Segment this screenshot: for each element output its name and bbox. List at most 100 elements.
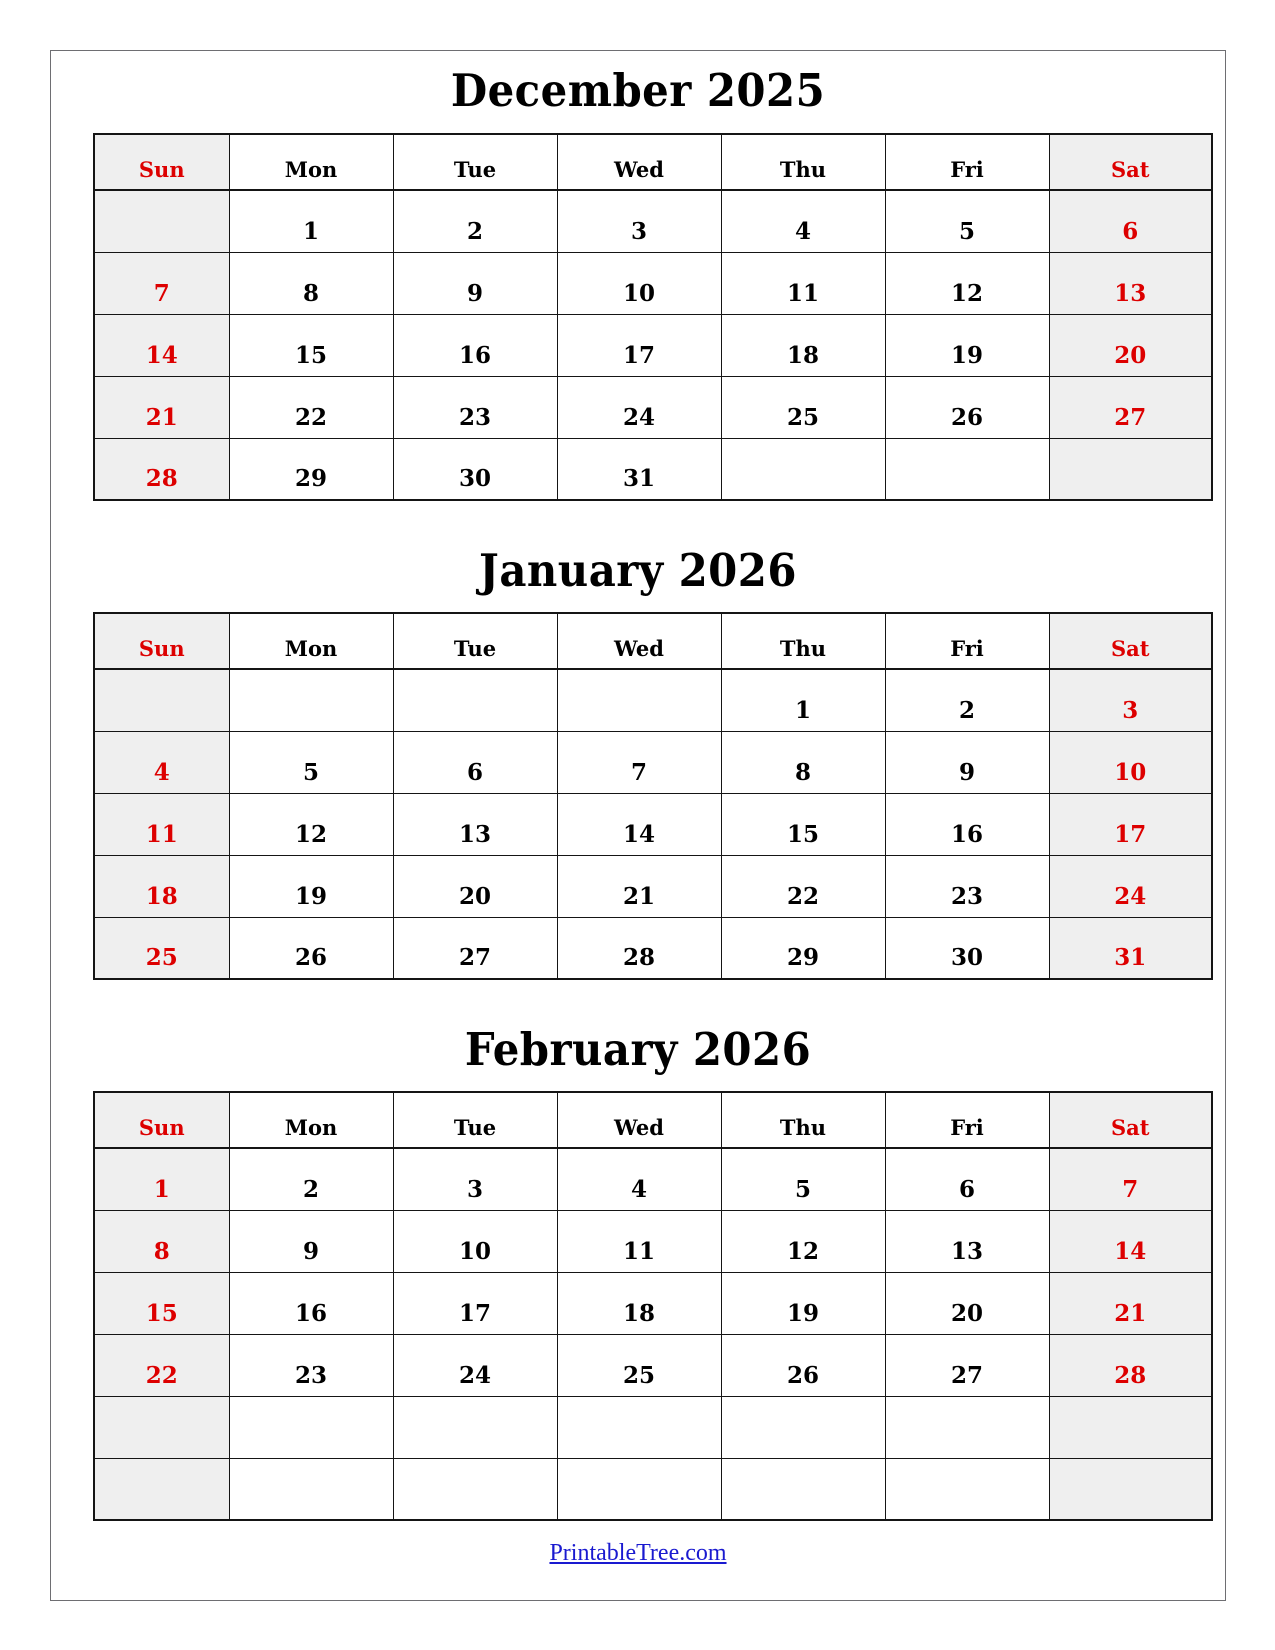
day-cell-mon[interactable]: 5 — [228, 730, 394, 794]
day-cell-sun[interactable]: 11 — [93, 792, 230, 856]
day-cell-tue[interactable]: 16 — [392, 313, 558, 377]
day-cell-mon[interactable]: 23 — [228, 1333, 394, 1397]
day-cell-tue[interactable]: 3 — [392, 1147, 558, 1211]
day-cell-mon[interactable]: 8 — [228, 251, 394, 315]
day-cell-wed[interactable]: 7 — [556, 730, 722, 794]
day-cell-thu[interactable]: 19 — [720, 1271, 886, 1335]
day-cell-sat[interactable] — [1048, 437, 1213, 501]
day-cell-wed[interactable]: 31 — [556, 437, 722, 501]
day-cell-mon[interactable]: 16 — [228, 1271, 394, 1335]
day-cell-tue[interactable]: 27 — [392, 916, 558, 980]
day-cell-wed[interactable]: 4 — [556, 1147, 722, 1211]
day-cell-wed[interactable]: 11 — [556, 1209, 722, 1273]
day-cell-sun[interactable]: 21 — [93, 375, 230, 439]
day-cell-fri[interactable]: 20 — [884, 1271, 1050, 1335]
day-cell-sun[interactable]: 25 — [93, 916, 230, 980]
day-cell-mon[interactable]: 9 — [228, 1209, 394, 1273]
day-cell-fri[interactable]: 12 — [884, 251, 1050, 315]
day-cell-tue[interactable] — [392, 1395, 558, 1459]
day-cell-thu[interactable]: 8 — [720, 730, 886, 794]
day-cell-mon[interactable]: 12 — [228, 792, 394, 856]
day-cell-mon[interactable]: 15 — [228, 313, 394, 377]
day-cell-sun[interactable]: 8 — [93, 1209, 230, 1273]
day-cell-thu[interactable]: 1 — [720, 668, 886, 732]
day-cell-mon[interactable]: 1 — [228, 189, 394, 253]
day-cell-thu[interactable]: 15 — [720, 792, 886, 856]
day-cell-wed[interactable]: 3 — [556, 189, 722, 253]
day-cell-sat[interactable]: 13 — [1048, 251, 1213, 315]
day-cell-fri[interactable] — [884, 1395, 1050, 1459]
day-cell-fri[interactable]: 2 — [884, 668, 1050, 732]
day-cell-tue[interactable]: 10 — [392, 1209, 558, 1273]
day-cell-mon[interactable] — [228, 1395, 394, 1459]
day-cell-sat[interactable] — [1048, 1457, 1213, 1521]
day-cell-sat[interactable]: 24 — [1048, 854, 1213, 918]
day-cell-sat[interactable]: 7 — [1048, 1147, 1213, 1211]
day-cell-sat[interactable]: 10 — [1048, 730, 1213, 794]
day-cell-fri[interactable]: 19 — [884, 313, 1050, 377]
day-cell-thu[interactable]: 11 — [720, 251, 886, 315]
day-cell-tue[interactable] — [392, 1457, 558, 1521]
day-cell-tue[interactable]: 20 — [392, 854, 558, 918]
day-cell-sat[interactable]: 31 — [1048, 916, 1213, 980]
printabletree-link[interactable]: PrintableTree.com — [549, 1540, 727, 1566]
day-cell-mon[interactable] — [228, 1457, 394, 1521]
day-cell-thu[interactable] — [720, 1457, 886, 1521]
day-cell-thu[interactable]: 25 — [720, 375, 886, 439]
day-cell-fri[interactable]: 27 — [884, 1333, 1050, 1397]
day-cell-sun[interactable] — [93, 189, 230, 253]
day-cell-sat[interactable]: 27 — [1048, 375, 1213, 439]
day-cell-thu[interactable]: 22 — [720, 854, 886, 918]
day-cell-wed[interactable]: 17 — [556, 313, 722, 377]
day-cell-thu[interactable]: 12 — [720, 1209, 886, 1273]
day-cell-sun[interactable]: 14 — [93, 313, 230, 377]
day-cell-mon[interactable] — [228, 668, 394, 732]
day-cell-thu[interactable] — [720, 1395, 886, 1459]
day-cell-fri[interactable]: 9 — [884, 730, 1050, 794]
day-cell-mon[interactable]: 29 — [228, 437, 394, 501]
day-cell-sat[interactable]: 3 — [1048, 668, 1213, 732]
day-cell-wed[interactable]: 28 — [556, 916, 722, 980]
day-cell-mon[interactable]: 26 — [228, 916, 394, 980]
day-cell-wed[interactable]: 10 — [556, 251, 722, 315]
day-cell-sat[interactable]: 28 — [1048, 1333, 1213, 1397]
day-cell-fri[interactable]: 23 — [884, 854, 1050, 918]
day-cell-mon[interactable]: 22 — [228, 375, 394, 439]
day-cell-mon[interactable]: 19 — [228, 854, 394, 918]
day-cell-sat[interactable]: 17 — [1048, 792, 1213, 856]
day-cell-sun[interactable]: 18 — [93, 854, 230, 918]
day-cell-fri[interactable]: 5 — [884, 189, 1050, 253]
day-cell-tue[interactable]: 17 — [392, 1271, 558, 1335]
day-cell-tue[interactable]: 2 — [392, 189, 558, 253]
day-cell-sun[interactable]: 22 — [93, 1333, 230, 1397]
day-cell-wed[interactable]: 21 — [556, 854, 722, 918]
day-cell-sat[interactable]: 20 — [1048, 313, 1213, 377]
day-cell-sun[interactable]: 1 — [93, 1147, 230, 1211]
day-cell-wed[interactable]: 25 — [556, 1333, 722, 1397]
day-cell-sun[interactable] — [93, 668, 230, 732]
day-cell-sun[interactable]: 4 — [93, 730, 230, 794]
day-cell-sun[interactable]: 7 — [93, 251, 230, 315]
day-cell-fri[interactable]: 30 — [884, 916, 1050, 980]
day-cell-sat[interactable]: 14 — [1048, 1209, 1213, 1273]
day-cell-sat[interactable]: 21 — [1048, 1271, 1213, 1335]
day-cell-sat[interactable]: 6 — [1048, 189, 1213, 253]
day-cell-wed[interactable] — [556, 1457, 722, 1521]
day-cell-thu[interactable]: 29 — [720, 916, 886, 980]
day-cell-sun[interactable]: 28 — [93, 437, 230, 501]
day-cell-sun[interactable]: 15 — [93, 1271, 230, 1335]
day-cell-wed[interactable]: 24 — [556, 375, 722, 439]
day-cell-wed[interactable] — [556, 1395, 722, 1459]
day-cell-tue[interactable]: 23 — [392, 375, 558, 439]
day-cell-sun[interactable] — [93, 1457, 230, 1521]
day-cell-thu[interactable] — [720, 437, 886, 501]
day-cell-thu[interactable]: 5 — [720, 1147, 886, 1211]
day-cell-fri[interactable] — [884, 437, 1050, 501]
day-cell-fri[interactable]: 16 — [884, 792, 1050, 856]
day-cell-wed[interactable] — [556, 668, 722, 732]
day-cell-tue[interactable]: 30 — [392, 437, 558, 501]
day-cell-wed[interactable]: 18 — [556, 1271, 722, 1335]
day-cell-sat[interactable] — [1048, 1395, 1213, 1459]
day-cell-tue[interactable] — [392, 668, 558, 732]
day-cell-thu[interactable]: 4 — [720, 189, 886, 253]
